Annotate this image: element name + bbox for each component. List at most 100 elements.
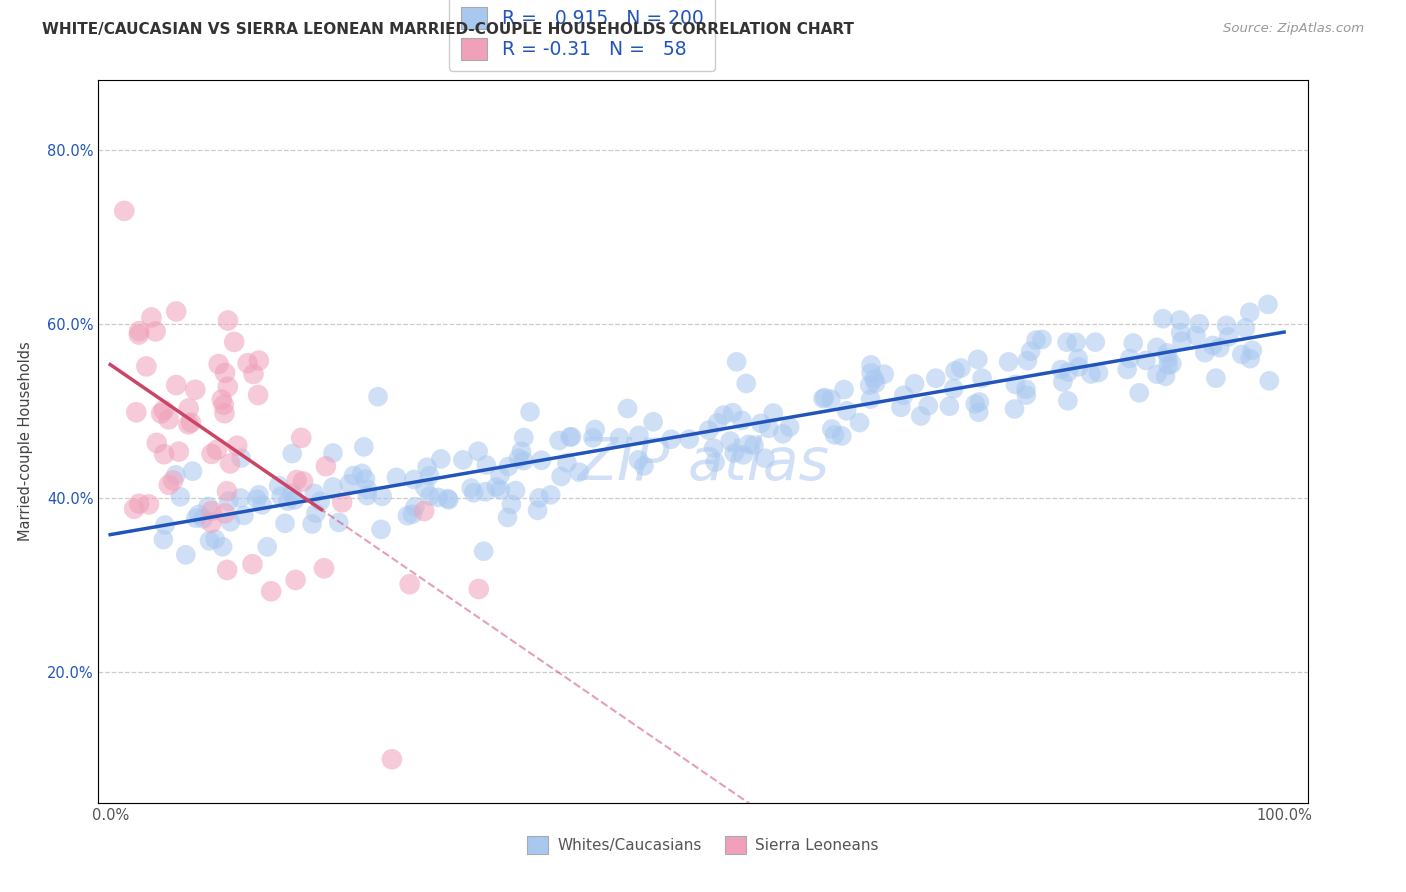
- Point: [354, 472, 377, 486]
- Point: [510, 444, 533, 458]
- Point: [217, 563, 239, 577]
- Point: [505, 483, 527, 498]
- Point: [1157, 351, 1180, 365]
- Point: [530, 453, 553, 467]
- Point: [1004, 377, 1026, 392]
- Point: [966, 352, 988, 367]
- Point: [231, 451, 253, 466]
- Point: [1135, 353, 1157, 368]
- Point: [128, 324, 150, 338]
- Point: [322, 480, 344, 494]
- Point: [401, 507, 423, 521]
- Point: [697, 423, 720, 437]
- Point: [1146, 367, 1168, 381]
- Point: [609, 431, 631, 445]
- Point: [165, 467, 187, 482]
- Point: [501, 497, 523, 511]
- Point: [184, 511, 207, 525]
- Point: [356, 489, 378, 503]
- Point: [917, 399, 939, 413]
- Point: [430, 452, 453, 467]
- Point: [191, 512, 214, 526]
- Point: [678, 432, 700, 446]
- Point: [162, 474, 184, 488]
- Text: WHITE/CAUCASIAN VS SIERRA LEONEAN MARRIED-COUPLE HOUSEHOLDS CORRELATION CHART: WHITE/CAUCASIAN VS SIERRA LEONEAN MARRIE…: [42, 22, 855, 37]
- Point: [1031, 333, 1053, 347]
- Point: [181, 464, 204, 478]
- Point: [513, 431, 536, 445]
- Point: [731, 413, 754, 427]
- Point: [1209, 341, 1232, 355]
- Point: [1194, 345, 1216, 359]
- Point: [713, 408, 735, 422]
- Point: [1257, 297, 1279, 311]
- Point: [277, 494, 299, 508]
- Point: [1215, 318, 1237, 333]
- Point: [284, 492, 307, 507]
- Point: [290, 431, 312, 445]
- Point: [558, 430, 581, 444]
- Point: [737, 437, 759, 451]
- Point: [485, 480, 508, 494]
- Point: [1160, 357, 1182, 371]
- Point: [330, 495, 353, 509]
- Point: [398, 577, 420, 591]
- Point: [304, 486, 326, 500]
- Point: [1017, 353, 1039, 368]
- Point: [165, 304, 187, 318]
- Point: [322, 446, 344, 460]
- Point: [146, 436, 169, 450]
- Point: [754, 451, 776, 466]
- Point: [169, 490, 191, 504]
- Point: [1057, 365, 1080, 379]
- Point: [749, 417, 772, 431]
- Point: [309, 494, 332, 508]
- Point: [1084, 335, 1107, 350]
- Point: [229, 491, 252, 505]
- Point: [723, 446, 745, 460]
- Point: [893, 388, 915, 402]
- Point: [167, 444, 190, 458]
- Point: [489, 468, 512, 483]
- Point: [472, 544, 495, 558]
- Point: [1052, 375, 1074, 389]
- Point: [284, 573, 307, 587]
- Point: [942, 382, 965, 396]
- Point: [550, 469, 572, 483]
- Point: [1119, 351, 1142, 366]
- Point: [890, 401, 912, 415]
- Point: [328, 516, 350, 530]
- Point: [970, 371, 993, 385]
- Point: [616, 401, 638, 416]
- Point: [437, 492, 460, 507]
- Point: [152, 533, 174, 547]
- Point: [187, 508, 209, 522]
- Point: [281, 447, 304, 461]
- Point: [247, 388, 270, 402]
- Point: [356, 483, 378, 497]
- Point: [468, 582, 491, 596]
- Point: [396, 508, 419, 523]
- Point: [1087, 366, 1109, 380]
- Point: [152, 403, 174, 417]
- Point: [943, 364, 966, 378]
- Point: [381, 752, 404, 766]
- Point: [274, 516, 297, 531]
- Point: [742, 438, 765, 452]
- Point: [242, 367, 264, 381]
- Point: [848, 416, 870, 430]
- Point: [247, 488, 270, 502]
- Point: [312, 561, 335, 575]
- Text: ZIP atlas: ZIP atlas: [576, 434, 830, 491]
- Point: [404, 500, 426, 514]
- Point: [925, 371, 948, 385]
- Point: [463, 485, 485, 500]
- Point: [627, 428, 650, 442]
- Point: [561, 430, 583, 444]
- Point: [138, 497, 160, 511]
- Point: [1205, 371, 1227, 385]
- Point: [285, 473, 308, 487]
- Point: [779, 420, 801, 434]
- Point: [1241, 343, 1264, 358]
- Point: [519, 405, 541, 419]
